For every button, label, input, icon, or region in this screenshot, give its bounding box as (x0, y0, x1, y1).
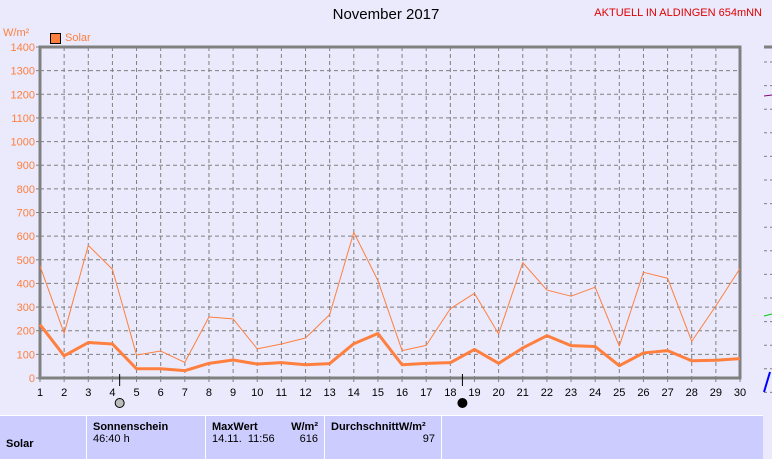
y-tick-label: 900 (17, 160, 35, 172)
x-tick-label: 23 (565, 387, 577, 399)
max-label: MaxWert (212, 421, 258, 433)
y-tick-label: 100 (17, 349, 35, 361)
x-tick-label: 15 (372, 387, 384, 399)
x-tick-label: 4 (109, 387, 115, 399)
x-tick-label: 24 (589, 387, 601, 399)
x-tick-label: 18 (444, 387, 456, 399)
y-tick-label: 1100 (11, 113, 35, 125)
x-tick-label: 26 (637, 387, 649, 399)
chart: 0 100 200 300 400 500 600 700 800 900 1000 1100 1200… (0, 0, 772, 415)
y-tick-label: 700 (17, 208, 35, 220)
full-moon-icon (458, 399, 467, 408)
x-tick-label: 27 (661, 387, 673, 399)
x-tick-label: 10 (251, 387, 263, 399)
x-tick-label: 5 (133, 387, 139, 399)
avg-label: DurchschnittW/m² (331, 421, 435, 433)
adjacent-chart-line (764, 95, 772, 96)
new-moon-icon (115, 399, 124, 408)
y-tick-label: 1300 (11, 66, 35, 78)
y-tick-label: 400 (17, 278, 35, 290)
x-tick-label: 6 (158, 387, 164, 399)
x-tick-label: 28 (686, 387, 698, 399)
y-tick-label: 200 (17, 326, 35, 338)
max-cell: MaxWert W/m² 14.11. 11:56 616 (206, 416, 325, 459)
x-tick-label: 17 (420, 387, 432, 399)
x-tick-label: 30 (734, 387, 746, 399)
x-tick-label: 8 (206, 387, 212, 399)
x-tick-label: 9 (230, 387, 236, 399)
sunshine-value: 46:40 h (93, 433, 199, 445)
x-tick-label: 1 (37, 387, 43, 399)
y-tick-label: 300 (17, 302, 35, 314)
y-tick-label: 0 (29, 373, 35, 385)
max-unit: W/m² (291, 421, 318, 433)
y-tick-label: 1400 (11, 42, 35, 54)
max-time: 14.11. 11:56 (212, 433, 275, 445)
x-tick-label: 22 (541, 387, 553, 399)
adjacent-chart-line (764, 314, 772, 316)
y-tick-label: 500 (17, 255, 35, 267)
series-line-thick (40, 325, 740, 371)
x-tick-label: 21 (517, 387, 529, 399)
x-tick-label: 14 (348, 387, 360, 399)
y-tick-label: 1000 (11, 137, 35, 149)
x-tick-label: 11 (276, 387, 287, 399)
sunshine-cell: Sonnenschein 46:40 h (87, 416, 206, 459)
max-value: 616 (300, 433, 318, 445)
x-tick-label: 13 (324, 387, 336, 399)
avg-cell: DurchschnittW/m² 97 (325, 416, 442, 459)
x-tick-label: 19 (468, 387, 480, 399)
x-tick-label: 25 (613, 387, 625, 399)
x-tick-label: 3 (85, 387, 91, 399)
x-tick-label: 7 (182, 387, 188, 399)
x-tick-label: 12 (299, 387, 311, 399)
x-tick-label: 16 (396, 387, 408, 399)
avg-value: 97 (331, 433, 435, 445)
x-tick-label: 20 (492, 387, 504, 399)
y-tick-label: 600 (17, 231, 35, 243)
y-tick-label: 1200 (11, 89, 35, 101)
empty-cell (442, 416, 763, 459)
sunshine-label: Sonnenschein (93, 421, 199, 433)
summary-table: Solar Sonnenschein 46:40 h MaxWert W/m² 1… (0, 415, 763, 459)
row-label: Solar (0, 416, 87, 459)
adjacent-chart-line (764, 372, 770, 392)
series-line-thin (40, 232, 740, 362)
x-tick-label: 2 (61, 387, 67, 399)
y-tick-label: 800 (17, 184, 35, 196)
x-tick-label: 29 (710, 387, 722, 399)
